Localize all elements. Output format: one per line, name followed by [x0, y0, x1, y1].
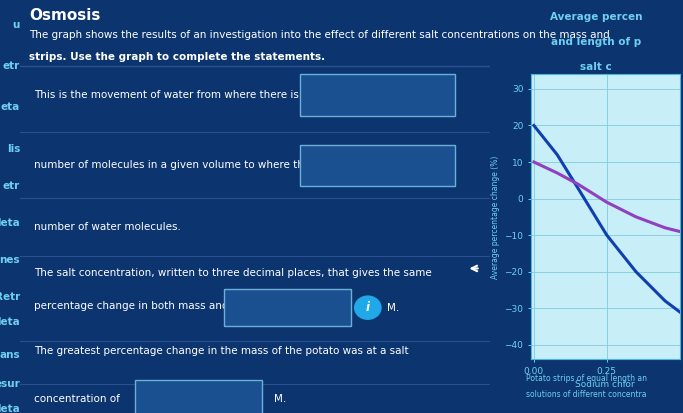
- Text: deta: deta: [0, 218, 20, 228]
- Text: strips. Use the graph to complete the statements.: strips. Use the graph to complete the st…: [29, 52, 326, 62]
- Text: deta: deta: [0, 404, 20, 413]
- Text: esur: esur: [0, 379, 20, 389]
- Text: M.: M.: [387, 303, 399, 313]
- Text: concentration of: concentration of: [34, 394, 120, 404]
- Text: The graph shows the results of an investigation into the effect of different sal: The graph shows the results of an invest…: [29, 30, 610, 40]
- FancyBboxPatch shape: [300, 145, 455, 186]
- Text: Average percen: Average percen: [550, 12, 643, 22]
- Text: i: i: [366, 301, 370, 314]
- Y-axis label: Average percentage change (%): Average percentage change (%): [491, 155, 500, 278]
- Text: number of water molecules.: number of water molecules.: [34, 222, 181, 232]
- FancyBboxPatch shape: [300, 74, 455, 116]
- Text: deta: deta: [0, 317, 20, 327]
- Text: etr: etr: [3, 181, 20, 191]
- Text: This is the movement of water from where there is a: This is the movement of water from where…: [34, 90, 309, 100]
- Text: eta: eta: [1, 102, 20, 112]
- Text: nes: nes: [0, 255, 20, 265]
- Text: Retr: Retr: [0, 292, 20, 302]
- Text: salt c: salt c: [581, 62, 612, 72]
- Text: The salt concentration, written to three decimal places, that gives the same: The salt concentration, written to three…: [34, 268, 432, 278]
- Text: Potato strips of equal length an: Potato strips of equal length an: [526, 374, 647, 383]
- FancyBboxPatch shape: [225, 289, 351, 326]
- Text: lis: lis: [7, 144, 20, 154]
- Text: solutions of different concentra: solutions of different concentra: [526, 390, 647, 399]
- Text: The greatest percentage change in the mass of the potato was at a salt: The greatest percentage change in the ma…: [34, 346, 408, 356]
- Text: number of molecules in a given volume to where there is a: number of molecules in a given volume to…: [34, 160, 342, 170]
- Text: percentage change in both mass and length is: percentage change in both mass and lengt…: [34, 301, 277, 311]
- Text: Osmosis: Osmosis: [29, 8, 101, 23]
- Text: ans: ans: [0, 350, 20, 360]
- Text: u: u: [12, 20, 20, 30]
- Text: and length of p: and length of p: [551, 37, 641, 47]
- FancyBboxPatch shape: [135, 380, 262, 413]
- X-axis label: Sodium chlor: Sodium chlor: [576, 380, 635, 389]
- Circle shape: [354, 296, 381, 319]
- Text: etr: etr: [3, 61, 20, 71]
- Text: M.: M.: [274, 394, 286, 404]
